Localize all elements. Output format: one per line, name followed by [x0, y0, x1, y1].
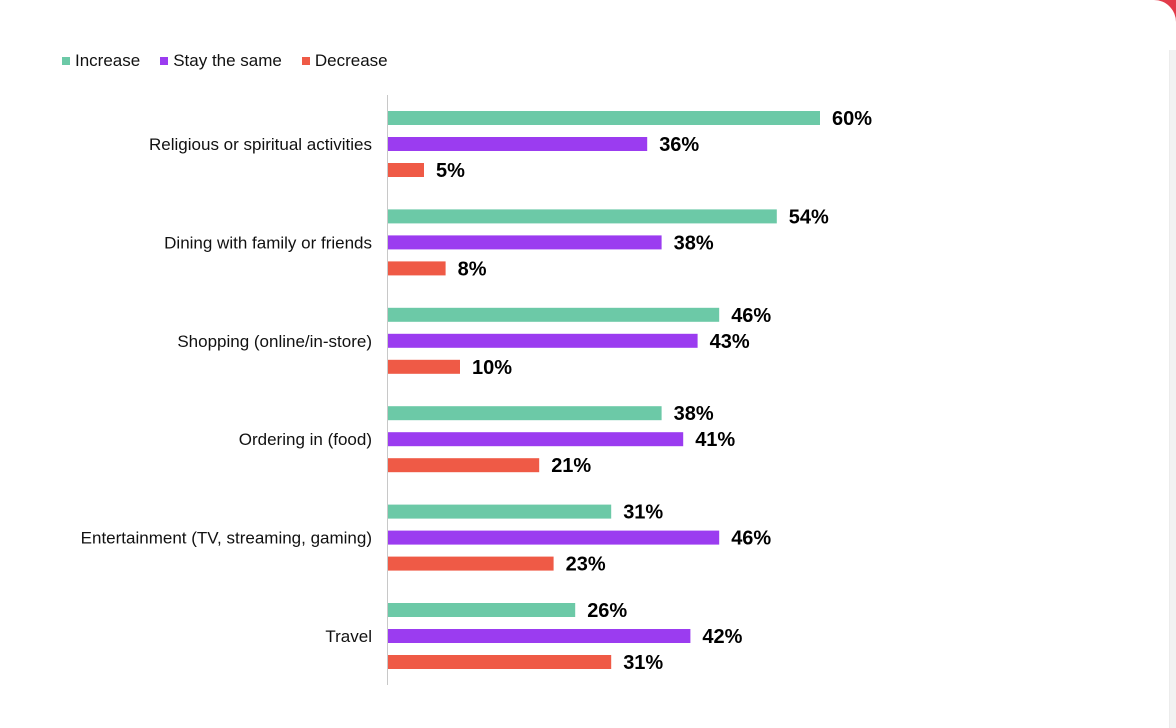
category-label-dining-with-family-or-friends: Dining with family or friends [164, 233, 372, 252]
data-label-entertainment-tv-streaming-gaming-decrease: 23% [566, 554, 606, 576]
data-label-shopping-online-in-store-stay-the-same: 43% [710, 331, 750, 353]
legend-swatch-decrease [301, 57, 310, 65]
bar-travel-decrease [388, 655, 612, 669]
bar-shopping-online-in-store-increase [388, 307, 720, 322]
bar-dining-with-family-or-friends-stay-the-same [388, 235, 662, 250]
data-label-travel-stay-the-same: 42% [702, 626, 742, 648]
bar-ordering-in-food-decrease [388, 458, 540, 473]
data-label-shopping-online-in-store-increase: 46% [731, 305, 771, 327]
category-label-shopping-online-in-store: Shopping (online/in-store) [177, 332, 372, 351]
bar-religious-or-spiritual-activities-stay-the-same [388, 137, 648, 151]
data-label-dining-with-family-or-friends-increase: 54% [789, 206, 829, 228]
bar-ordering-in-food-stay-the-same [388, 432, 684, 447]
bar-shopping-online-in-store-decrease [388, 359, 460, 374]
data-label-ordering-in-food-stay-the-same: 41% [695, 429, 735, 451]
data-label-dining-with-family-or-friends-decrease: 8% [458, 258, 487, 280]
legend-swatch-increase [62, 57, 70, 65]
legend-item-stay-the-same: Stay the same [160, 51, 282, 71]
chart-legend: Increase Stay the same Decrease [62, 51, 408, 71]
data-label-religious-or-spiritual-activities-stay-the-same: 36% [659, 134, 699, 156]
data-label-ordering-in-food-decrease: 21% [551, 455, 591, 477]
bar-travel-stay-the-same [388, 629, 691, 643]
data-label-entertainment-tv-streaming-gaming-stay-the-same: 46% [731, 528, 771, 550]
bar-shopping-online-in-store-stay-the-same [388, 333, 698, 348]
legend-label-stay-the-same: Stay the same [173, 51, 282, 70]
category-label-ordering-in-food: Ordering in (food) [239, 430, 372, 449]
legend-swatch-stay-the-same [160, 57, 169, 65]
category-label-religious-or-spiritual-activities: Religious or spiritual activities [149, 135, 372, 154]
data-label-travel-increase: 26% [587, 600, 627, 622]
legend-item-decrease: Decrease [301, 51, 388, 71]
bar-dining-with-family-or-friends-increase [388, 209, 777, 224]
data-label-religious-or-spiritual-activities-decrease: 5% [436, 160, 465, 182]
bar-religious-or-spiritual-activities-decrease [388, 163, 424, 177]
bar-entertainment-tv-streaming-gaming-stay-the-same [388, 530, 720, 545]
legend-item-increase: Increase [62, 51, 140, 71]
data-label-ordering-in-food-increase: 38% [674, 403, 714, 425]
bar-dining-with-family-or-friends-decrease [388, 261, 446, 276]
data-label-dining-with-family-or-friends-stay-the-same: 38% [674, 232, 714, 254]
bar-ordering-in-food-increase [388, 406, 662, 421]
category-label-travel: Travel [325, 627, 372, 646]
corner-mask [1126, 0, 1176, 50]
data-label-travel-decrease: 31% [623, 652, 663, 674]
data-label-entertainment-tv-streaming-gaming-increase: 31% [623, 502, 663, 524]
bar-entertainment-tv-streaming-gaming-increase [388, 504, 612, 519]
data-label-shopping-online-in-store-decrease: 10% [472, 357, 512, 379]
legend-label-increase: Increase [75, 51, 141, 70]
bar-travel-increase [388, 603, 576, 617]
legend-label-decrease: Decrease [314, 51, 388, 70]
bar-religious-or-spiritual-activities-increase [388, 111, 820, 125]
category-label-entertainment-tv-streaming-gaming: Entertainment (TV, streaming, gaming) [81, 529, 372, 548]
data-label-religious-or-spiritual-activities-increase: 60% [832, 108, 872, 130]
bar-entertainment-tv-streaming-gaming-decrease [388, 556, 554, 571]
